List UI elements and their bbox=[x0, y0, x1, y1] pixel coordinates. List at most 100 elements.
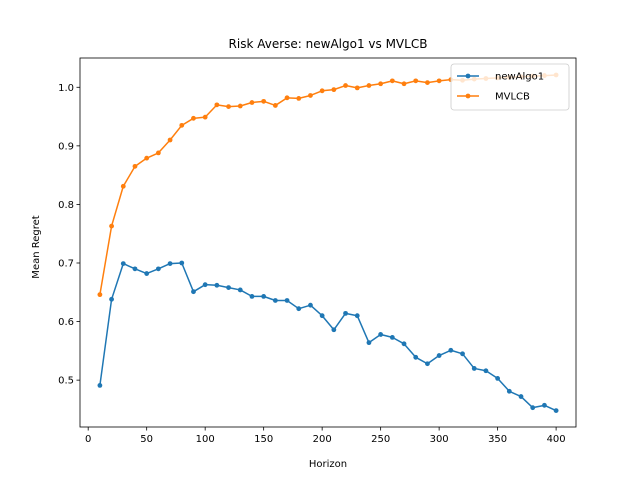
y-tick-label: 0.9 bbox=[58, 141, 74, 152]
data-point-newAlgo1 bbox=[553, 408, 559, 413]
series-newAlgo1 bbox=[97, 260, 559, 413]
legend-label: newAlgo1 bbox=[495, 72, 544, 83]
data-point-newAlgo1 bbox=[167, 261, 173, 266]
legend-item-MVLCB: MVLCB bbox=[457, 92, 530, 103]
data-point-newAlgo1 bbox=[191, 289, 196, 295]
data-point-newAlgo1 bbox=[343, 310, 348, 316]
data-point-newAlgo1 bbox=[120, 261, 126, 266]
data-point-newAlgo1 bbox=[389, 334, 395, 340]
data-point-MVLCB bbox=[284, 95, 290, 101]
y-tick-label: 0.8 bbox=[58, 200, 74, 211]
data-point-newAlgo1 bbox=[237, 287, 243, 293]
data-point-MVLCB bbox=[354, 85, 360, 91]
legend-marker bbox=[465, 93, 471, 99]
data-point-newAlgo1 bbox=[354, 313, 360, 319]
data-point-MVLCB bbox=[272, 103, 278, 108]
data-point-newAlgo1 bbox=[226, 285, 231, 290]
data-point-newAlgo1 bbox=[272, 298, 278, 303]
data-point-MVLCB bbox=[237, 103, 243, 109]
data-point-MVLCB bbox=[331, 87, 337, 93]
data-point-MVLCB bbox=[425, 80, 430, 85]
data-point-MVLCB bbox=[144, 155, 150, 161]
data-point-MVLCB bbox=[261, 98, 267, 104]
y-tick-label: 0.5 bbox=[58, 376, 74, 387]
legend-box bbox=[450, 63, 570, 111]
x-tick-label: 0 bbox=[85, 434, 91, 445]
data-point-MVLCB bbox=[308, 93, 313, 98]
data-point-newAlgo1 bbox=[506, 388, 512, 394]
x-tick-label: 300 bbox=[430, 434, 449, 445]
data-point-newAlgo1 bbox=[261, 293, 267, 299]
data-point-newAlgo1 bbox=[366, 340, 372, 346]
data-point-newAlgo1 bbox=[144, 271, 150, 276]
data-point-MVLCB bbox=[167, 137, 173, 143]
data-point-newAlgo1 bbox=[425, 361, 430, 367]
data-point-MVLCB bbox=[132, 163, 138, 169]
data-point-newAlgo1 bbox=[214, 282, 220, 288]
data-point-newAlgo1 bbox=[109, 296, 114, 302]
y-axis: 0.5 0.6 0.7 0.8 0.9 1.0 bbox=[58, 83, 80, 387]
x-tick-label: 250 bbox=[371, 434, 390, 445]
data-point-newAlgo1 bbox=[471, 366, 477, 371]
x-tick-label: 150 bbox=[254, 434, 273, 445]
data-point-newAlgo1 bbox=[378, 332, 384, 337]
data-point-newAlgo1 bbox=[308, 302, 313, 308]
data-point-newAlgo1 bbox=[436, 353, 442, 358]
data-point-MVLCB bbox=[343, 83, 348, 88]
legend-item-newAlgo1: newAlgo1 bbox=[457, 72, 544, 83]
data-point-newAlgo1 bbox=[530, 405, 536, 411]
data-point-newAlgo1 bbox=[460, 351, 465, 357]
plot-frame bbox=[79, 57, 577, 428]
data-point-MVLCB bbox=[249, 100, 255, 105]
data-point-MVLCB bbox=[109, 223, 114, 229]
data-point-newAlgo1 bbox=[542, 402, 547, 408]
data-point-newAlgo1 bbox=[202, 282, 208, 288]
data-point-MVLCB bbox=[214, 102, 220, 108]
data-point-newAlgo1 bbox=[284, 298, 290, 303]
y-tick-label: 0.6 bbox=[58, 317, 74, 328]
data-point-newAlgo1 bbox=[401, 341, 407, 347]
x-axis: 0 50 100 150 200 250 300 350 400 bbox=[85, 427, 566, 445]
data-point-MVLCB bbox=[202, 114, 208, 120]
x-tick-label: 200 bbox=[313, 434, 332, 445]
data-point-MVLCB bbox=[155, 150, 161, 156]
legend-marker bbox=[465, 73, 471, 79]
data-point-MVLCB bbox=[436, 78, 442, 84]
data-point-MVLCB bbox=[413, 78, 419, 84]
y-tick-label: 0.7 bbox=[58, 259, 74, 270]
data-point-newAlgo1 bbox=[132, 266, 138, 272]
data-point-newAlgo1 bbox=[155, 266, 161, 272]
chart-title: Risk Averse: newAlgo1 vs MVLCB bbox=[229, 37, 428, 51]
plot-area bbox=[79, 57, 577, 428]
data-point-MVLCB bbox=[378, 81, 384, 87]
data-point-newAlgo1 bbox=[448, 347, 454, 353]
data-point-MVLCB bbox=[226, 104, 231, 110]
x-tick-label: 50 bbox=[140, 434, 153, 445]
x-tick-label: 100 bbox=[196, 434, 215, 445]
data-point-MVLCB bbox=[401, 81, 407, 87]
data-point-MVLCB bbox=[179, 122, 185, 128]
data-point-newAlgo1 bbox=[179, 260, 185, 266]
data-point-newAlgo1 bbox=[331, 327, 337, 333]
data-point-newAlgo1 bbox=[483, 368, 489, 374]
data-point-MVLCB bbox=[296, 96, 302, 101]
y-axis-label: Mean Regret bbox=[31, 215, 42, 278]
data-point-MVLCB bbox=[389, 78, 395, 84]
series-line-newAlgo1 bbox=[99, 262, 558, 412]
data-point-newAlgo1 bbox=[495, 375, 501, 381]
data-point-newAlgo1 bbox=[518, 394, 524, 399]
data-point-newAlgo1 bbox=[296, 306, 302, 312]
data-point-MVLCB bbox=[97, 292, 103, 298]
data-point-newAlgo1 bbox=[413, 354, 419, 360]
data-point-MVLCB bbox=[366, 83, 372, 88]
x-tick-label: 400 bbox=[547, 434, 566, 445]
data-point-MVLCB bbox=[319, 88, 325, 94]
y-tick-label: 1.0 bbox=[58, 83, 74, 94]
data-point-MVLCB bbox=[191, 115, 196, 121]
legend-label: MVLCB bbox=[495, 92, 530, 103]
data-point-newAlgo1 bbox=[97, 383, 103, 388]
x-tick-label: 350 bbox=[488, 434, 507, 445]
data-point-MVLCB bbox=[120, 183, 126, 189]
legend: newAlgo1 MVLCB bbox=[450, 63, 570, 111]
